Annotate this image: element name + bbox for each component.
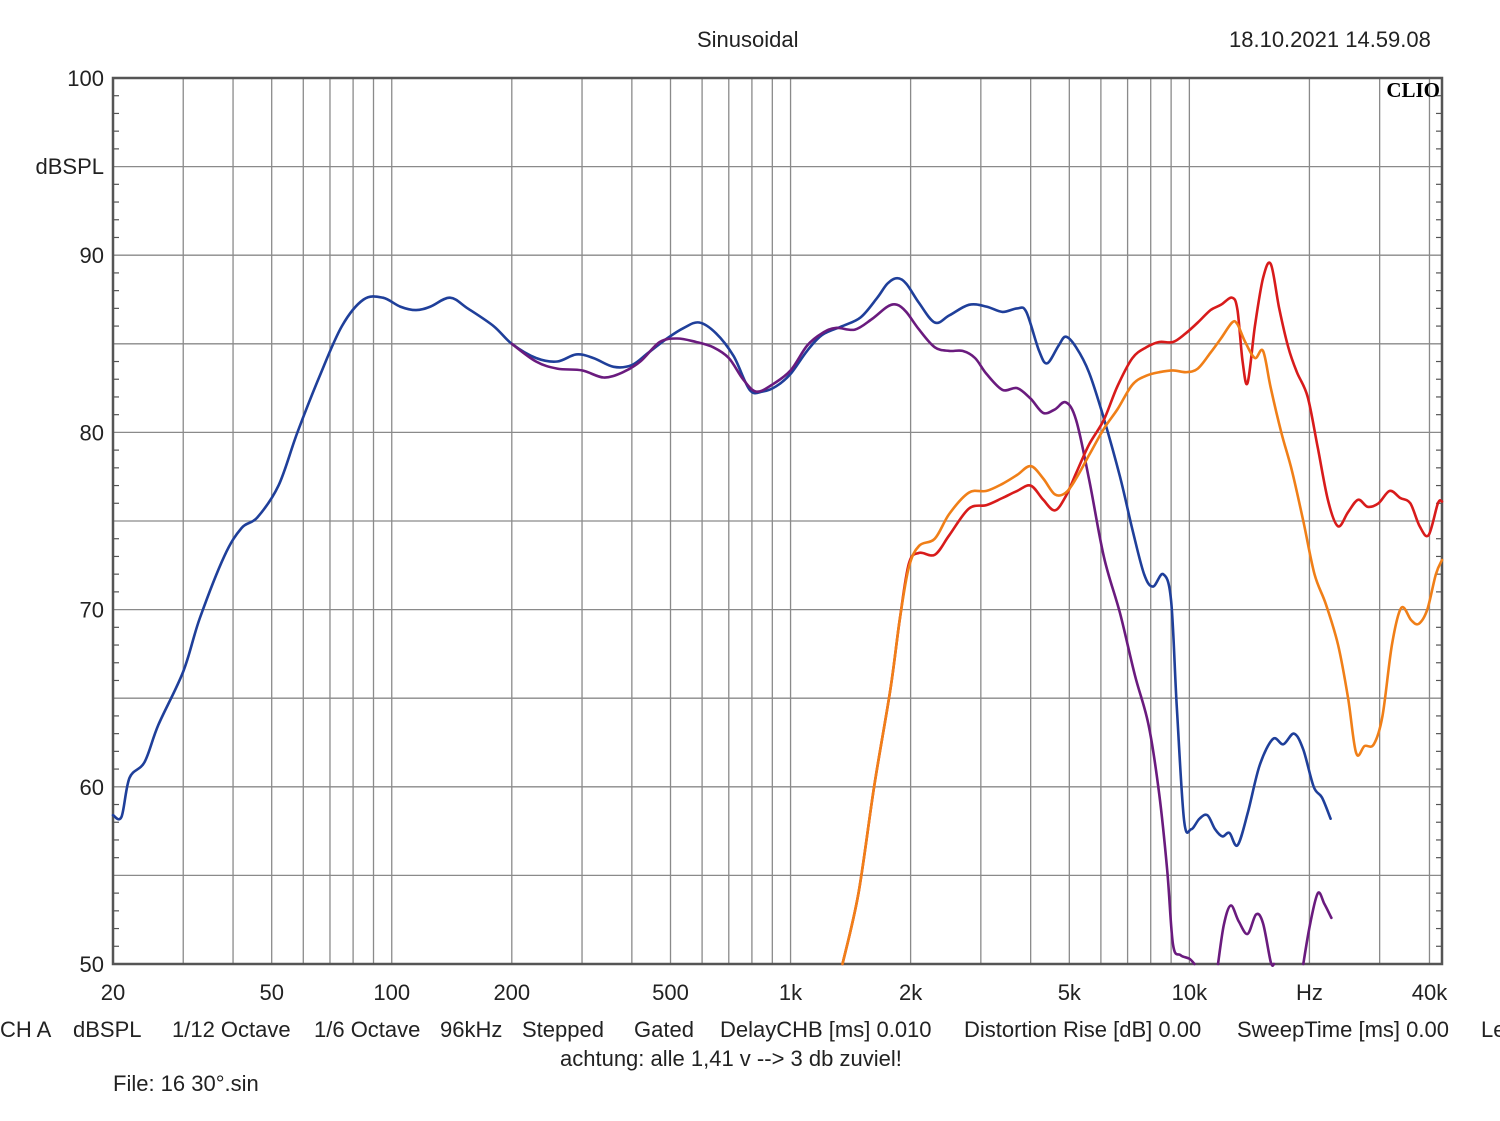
ylabel: dBSPL xyxy=(36,154,105,179)
plot-frame xyxy=(111,76,1444,966)
y-tick-label: 100 xyxy=(67,66,104,91)
status-samplerate: 96kHz xyxy=(440,1017,503,1042)
status-trailing: Le xyxy=(1481,1017,1500,1042)
status-smoothing2: 1/6 Octave xyxy=(314,1017,421,1042)
curve-layer xyxy=(111,261,1444,967)
series-line-1 xyxy=(510,303,1196,966)
clio-logo: CLIO xyxy=(1386,78,1440,102)
status-mode2: Gated xyxy=(634,1017,694,1042)
x-tick-label: 200 xyxy=(493,980,530,1000)
series-line-5 xyxy=(841,319,1444,966)
status-delay: DelayCHB [ms] 0.010 xyxy=(720,1017,932,1042)
y-tick-label: 50 xyxy=(80,952,104,977)
x-tick-label: 10k xyxy=(1172,980,1208,1000)
file-label: File: 16 30°.sin xyxy=(113,1071,259,1096)
status-sweeptime: SweepTime [ms] 0.00 xyxy=(1237,1017,1449,1042)
x-tick-label: 1k xyxy=(779,980,803,1000)
y-tick-label: 90 xyxy=(80,243,104,268)
axis-ticks: 100 90 80 70 60 50 20 50 100 200 500 1k 2k 5k 10k Hz 40k xyxy=(67,66,1448,1000)
x-tick-label: 100 xyxy=(373,980,410,1000)
chart-grid xyxy=(113,78,1442,964)
warning-note: achtung: alle 1,41 v --> 3 db zuviel! xyxy=(560,1046,902,1071)
x-tick-label: 40k xyxy=(1412,980,1448,1000)
y-tick-label: 60 xyxy=(80,775,104,800)
status-unit: dBSPL xyxy=(73,1017,142,1042)
y-tick-label: 70 xyxy=(80,598,104,623)
status-mode1: Stepped xyxy=(522,1017,604,1042)
status-smoothing1: 1/12 Octave xyxy=(172,1017,291,1042)
x-tick-label: 500 xyxy=(652,980,689,1000)
frequency-response-chart: 100 90 80 70 60 50 20 50 100 200 500 1k 2k 5k 10k Hz 40k… xyxy=(36,66,1449,1000)
status-distortion: Distortion Rise [dB] 0.00 xyxy=(964,1017,1202,1042)
y-tick-label: 80 xyxy=(80,420,104,445)
x-tick-label: 50 xyxy=(259,980,283,1000)
series-line-4 xyxy=(841,261,1444,966)
status-channel: CH A xyxy=(0,1017,52,1042)
x-tick-label: 2k xyxy=(899,980,923,1000)
x-tick-label: Hz xyxy=(1296,980,1323,1000)
series-line-0 xyxy=(111,276,1332,848)
series-line-3 xyxy=(1302,891,1333,966)
series-line-2 xyxy=(1216,904,1276,967)
chart-title: Sinusoidal xyxy=(697,27,799,52)
x-tick-label: 20 xyxy=(101,980,125,1000)
timestamp: 18.10.2021 14.59.08 xyxy=(1229,27,1431,52)
x-tick-label: 5k xyxy=(1058,980,1082,1000)
